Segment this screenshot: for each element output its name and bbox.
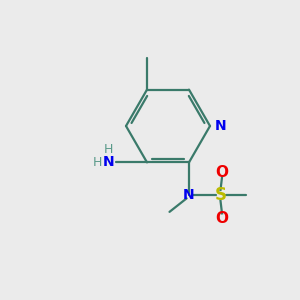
Text: O: O — [215, 211, 229, 226]
Text: N: N — [214, 119, 226, 133]
Text: H: H — [104, 143, 113, 156]
Text: O: O — [215, 165, 229, 180]
Text: H: H — [93, 156, 102, 169]
Text: N: N — [183, 188, 195, 203]
Text: N: N — [103, 155, 114, 170]
Text: S: S — [214, 186, 226, 204]
